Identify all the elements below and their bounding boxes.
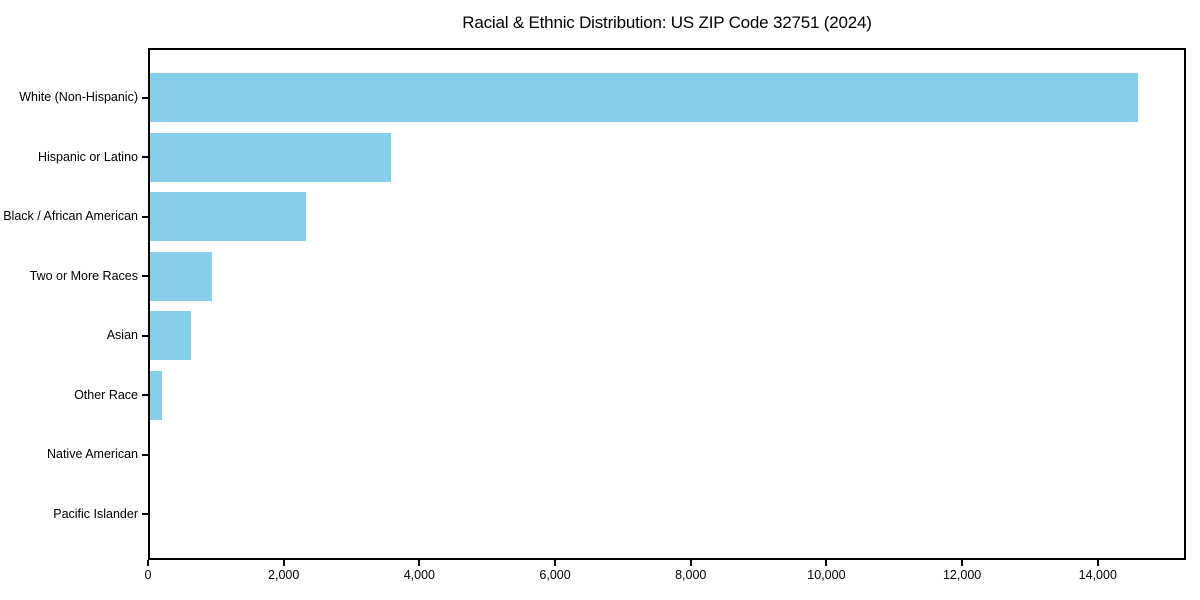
y-tick-mark: [142, 275, 148, 277]
bar-other-race: [150, 370, 162, 420]
x-tick-mark: [689, 560, 692, 566]
y-tick-mark: [142, 96, 148, 99]
bar-white-non-hispanic: [150, 73, 1138, 122]
bar-black-african-american: [150, 192, 307, 241]
ytick-label-pacific-islander: Pacific Islander: [53, 506, 138, 521]
ytick-label-native-american: Native American: [46, 447, 138, 461]
x-tick-mark: [282, 560, 285, 566]
ytick-label-white-non-hispanic: White (Non-Hispanic): [19, 90, 138, 104]
ytick-label-black-african-american: Black / African American: [3, 209, 138, 223]
chart-title: Racial & Ethnic Distribution: US ZIP Cod…: [462, 13, 872, 32]
y-tick-mark: [142, 513, 148, 515]
xtick-label-6000: 6,000: [539, 568, 571, 582]
x-tick-mark: [961, 560, 964, 566]
y-tick-mark: [142, 215, 148, 218]
xtick-label-12000: 12,000: [942, 568, 982, 582]
xtick-label-2000: 2,000: [268, 568, 300, 582]
x-tick-mark: [825, 560, 828, 566]
ytick-label-asian: Asian: [106, 328, 138, 342]
plot-area: [148, 48, 1186, 560]
xtick-label-10000: 10,000: [807, 568, 846, 582]
y-tick-mark: [142, 334, 148, 337]
x-tick-mark: [554, 560, 557, 566]
bar-hispanic-or-latino: [150, 132, 391, 182]
x-tick-mark: [1096, 560, 1099, 566]
y-tick-mark: [142, 453, 148, 456]
xtick-label-8000: 8,000: [675, 568, 707, 582]
xtick-label-14000: 14,000: [1078, 568, 1117, 582]
bar-two-or-more-races: [150, 251, 212, 301]
ytick-label-hispanic-or-latino: Hispanic or Latino: [37, 149, 138, 164]
ytick-label-two-or-more-races: Two or More Races: [29, 268, 138, 283]
ytick-label-other-race: Other Race: [74, 387, 138, 402]
bar-asian: [150, 311, 191, 360]
xtick-label-0: 0: [144, 568, 152, 582]
y-tick-mark: [142, 394, 148, 396]
x-tick-mark: [147, 560, 149, 566]
x-tick-mark: [418, 560, 421, 566]
xtick-label-4000: 4,000: [403, 568, 435, 582]
y-tick-mark: [142, 156, 148, 158]
